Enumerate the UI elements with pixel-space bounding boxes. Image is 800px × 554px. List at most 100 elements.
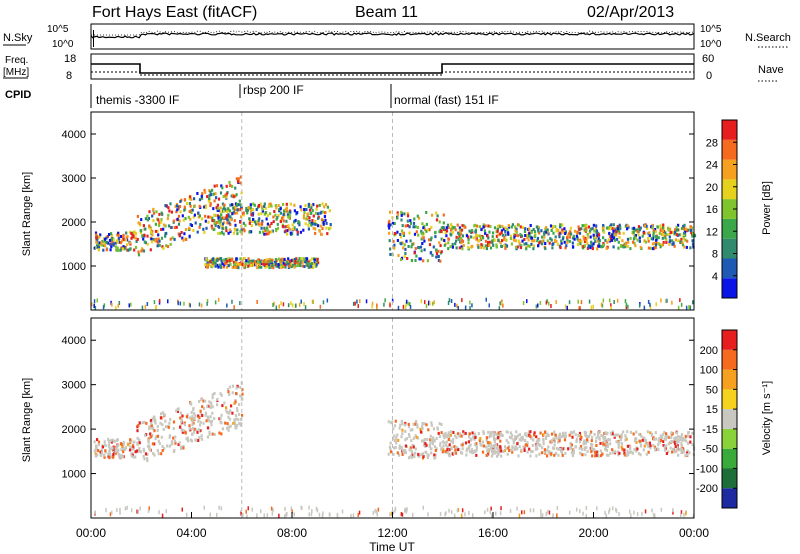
echo-cell [161, 423, 164, 427]
echo-cell [117, 444, 120, 447]
echo-cell [406, 224, 409, 228]
echo-cell [119, 507, 121, 512]
echo-cell [268, 202, 271, 206]
echo-cell [683, 223, 686, 227]
echo-cell [616, 298, 619, 303]
echo-cell [245, 259, 248, 263]
echo-cell [224, 207, 227, 211]
echo-cell [417, 233, 420, 237]
echo-cell [496, 454, 499, 458]
echo-cell [530, 231, 533, 235]
echo-cell [112, 238, 115, 242]
echo-cell [425, 423, 428, 427]
echo-cell [439, 512, 442, 517]
echo-cell [119, 241, 122, 245]
colorbar-segment [722, 349, 737, 370]
echo-cell [652, 437, 655, 441]
echo-cell [500, 229, 503, 233]
echo-cell [211, 262, 214, 265]
echo-cell [387, 221, 390, 225]
echo-cell [659, 440, 662, 444]
echo-cell [247, 506, 249, 511]
echo-cell [242, 227, 245, 231]
echo-cell [609, 234, 612, 238]
echo-cell [415, 254, 418, 258]
echo-cell [576, 507, 578, 512]
echo-cell [533, 239, 536, 243]
echo-cell [278, 208, 281, 212]
freq-panel-frame [90, 53, 695, 80]
echo-cell [200, 194, 203, 198]
echo-cell [597, 434, 600, 438]
echo-cell [152, 452, 155, 455]
echo-cell [616, 227, 620, 231]
echo-cell [568, 433, 571, 437]
echo-cell [489, 433, 492, 436]
echo-cell [451, 510, 453, 515]
echo-cell [267, 232, 270, 236]
echo-cell [172, 420, 176, 424]
echo-cell [146, 218, 149, 222]
echo-cell [490, 506, 492, 511]
freq-tick-low: 8 [66, 70, 72, 82]
echo-cell [254, 220, 257, 224]
echo-cell [203, 407, 206, 411]
echo-cell [235, 423, 239, 427]
echo-cell [618, 235, 621, 239]
echo-cell [538, 452, 541, 456]
echo-cell [403, 243, 406, 247]
echo-cell [418, 257, 421, 261]
echo-cell [583, 430, 586, 434]
echo-cell [514, 239, 517, 243]
echo-cell [399, 423, 402, 427]
echo-cell [420, 249, 423, 253]
echo-cell [560, 451, 564, 455]
echo-cell [412, 512, 414, 517]
echo-cell [491, 430, 494, 434]
echo-cell [91, 302, 93, 307]
echo-cell [430, 236, 433, 240]
echo-cell [667, 226, 670, 230]
echo-cell [601, 440, 605, 444]
echo-cell [495, 443, 498, 447]
echo-cell [198, 198, 202, 202]
echo-cell [310, 262, 314, 265]
echo-cell [388, 231, 391, 235]
echo-cell [200, 217, 203, 221]
echo-cell [568, 300, 571, 305]
echo-cell [257, 265, 260, 269]
echo-cell [506, 430, 509, 434]
echo-cell [302, 214, 306, 218]
echo-cell [263, 226, 266, 230]
echo-cell [172, 450, 175, 454]
echo-cell [329, 512, 331, 517]
echo-cell [615, 233, 618, 237]
echo-cell [457, 507, 460, 512]
echo-cell [538, 231, 541, 235]
colorbar-tick-label: -50 [702, 444, 718, 456]
echo-cell [409, 221, 413, 225]
echo-cell [223, 263, 226, 267]
echo-cell [322, 511, 324, 516]
echo-cell [545, 435, 548, 439]
echo-cell [642, 439, 645, 443]
colorbar-tick-label: -15 [702, 424, 718, 436]
echo-cell [521, 437, 524, 441]
echo-cell [643, 305, 646, 310]
echo-cell [487, 224, 490, 228]
echo-cell [249, 264, 253, 267]
echo-cell [612, 506, 614, 511]
echo-cell [467, 241, 470, 245]
echo-cell [132, 235, 135, 239]
echo-cell [262, 230, 265, 234]
echo-cell [151, 417, 154, 421]
echo-cell [400, 210, 403, 214]
echo-cell [475, 233, 478, 237]
echo-cell [692, 514, 695, 519]
echo-cell [597, 431, 600, 435]
echo-cell [158, 298, 161, 303]
echo-cell [664, 437, 667, 441]
echo-cell [608, 510, 610, 515]
echo-cell [265, 217, 268, 221]
